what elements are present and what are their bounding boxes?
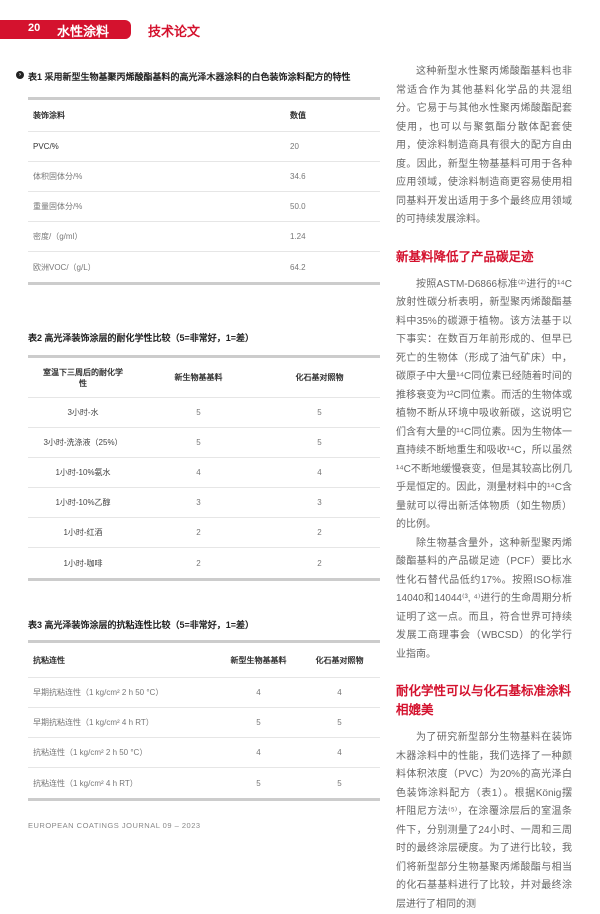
footer-journal: EUROPEAN COATINGS JOURNAL 09 – 2023 [28, 821, 201, 830]
table-header: 室温下三周后的耐化学性 新生物基基料 化石基对照物 [28, 358, 380, 398]
cell: 5 [196, 408, 201, 417]
cell: PVC/% [33, 142, 59, 151]
cell: 50.0 [290, 202, 306, 211]
table-row: 密度/（g/ml） 1.24 [28, 222, 380, 252]
table1: 装饰涂料 数值 PVC/% 20 体积固体分/% 34.6 重量固体分/% 50.0 密… [28, 97, 380, 285]
table-header: 装饰涂料 数值 [28, 100, 380, 132]
table-row: 1小时-红酒 2 2 [28, 518, 380, 548]
section-heading-2: 耐化学性可以与化石基标准涂料相媲美 [396, 684, 572, 717]
cell: 1.24 [290, 232, 306, 241]
cell: 1小时-咖啡 [63, 558, 103, 568]
table-row: 抗粘连性（1 kg/cm² 2 h 50 °C） 4 4 [28, 738, 380, 768]
page-number: 20 [28, 22, 41, 34]
cell: 5 [337, 718, 342, 727]
cell: 64.2 [290, 262, 306, 272]
table-row: 1小时-10%氨水 4 4 [28, 458, 380, 488]
header-cell: 抗粘连性 [33, 655, 65, 665]
category-title: 技术论文 [148, 24, 201, 39]
paragraph: 按照ASTM-D6866标准⁽²⁾进行的¹⁴C放射性碳分析表明，新型聚丙烯酸酯基… [396, 278, 572, 531]
table1-caption: › 表1 采用新型生物基聚丙烯酸酯基料的高光泽木器涂料的白色装饰涂料配方的特性 [16, 70, 380, 83]
header-cell: 新型生物基基料 [230, 655, 287, 665]
cell: 4 [196, 468, 201, 477]
cell: 2 [317, 528, 322, 537]
cell: 早期抗粘连性（1 kg/cm² 4 h RT） [33, 718, 154, 727]
cell: 5 [256, 718, 261, 727]
arrow-bullet-icon: › [16, 71, 24, 79]
table-row: 重量固体分/% 50.0 [28, 192, 380, 222]
cell: 抗粘连性（1 kg/cm² 4 h RT） [33, 778, 138, 788]
table-row: 3小时-水 5 5 [28, 398, 380, 428]
section-title: 水性涂料 [57, 24, 110, 39]
header-cell: 数值 [290, 111, 306, 120]
cell: 重量固体分/% [33, 202, 83, 211]
cell: 4 [337, 688, 342, 697]
cell: 5 [317, 408, 322, 417]
cell: 5 [317, 438, 322, 447]
cell: 3小时-洗涤液（25%） [43, 438, 123, 447]
cell: 5 [196, 438, 201, 447]
header-cell: 室温下三周后的耐化学性 [43, 367, 123, 388]
cell: 欧洲VOC/（g/L） [33, 262, 96, 272]
paragraph: 除生物基含量外，这种新型聚丙烯酸酯基料的产品碳足迹（PCF）要比水性化石替代品低… [396, 537, 572, 660]
header-cell: 新生物基基料 [174, 373, 223, 382]
table-row: 抗粘连性（1 kg/cm² 4 h RT） 5 5 [28, 768, 380, 798]
table-row: 3小时-洗涤液（25%） 5 5 [28, 428, 380, 458]
header-cell: 化石基对照物 [295, 373, 344, 382]
table-row: PVC/% 20 [28, 132, 380, 162]
cell: 3 [317, 498, 322, 507]
table2-caption: 表2 高光泽装饰涂层的耐化学性比较（5=非常好，1=差） [28, 333, 255, 343]
cell: 3 [196, 498, 201, 507]
cell: 5 [337, 778, 342, 788]
cell: 1小时-红酒 [63, 528, 103, 537]
cell: 1小时-10%氨水 [55, 468, 111, 477]
article-column: 这种新型水性聚丙烯酸酯基料也非常适合作为其他基料化学品的共混组分。它易于与其他水… [396, 63, 572, 914]
cell: 抗粘连性（1 kg/cm² 2 h 50 °C） [33, 748, 148, 757]
paragraph: 为了研究新型部分生物基料在装饰木器涂料中的性能，我们选择了一种颜料体积浓度（PV… [396, 732, 572, 910]
table-row: 早期抗粘连性（1 kg/cm² 4 h RT） 5 5 [28, 708, 380, 738]
cell: 4 [337, 748, 342, 757]
cell: 1小时-10%乙醇 [55, 498, 111, 507]
cell: 4 [256, 748, 261, 757]
cell: 2 [196, 558, 201, 568]
table-row: 1小时-咖啡 2 2 [28, 548, 380, 578]
cell: 2 [196, 528, 201, 537]
section-heading-1: 新基料降低了产品碳足迹 [396, 249, 534, 264]
cell: 5 [256, 778, 261, 788]
cell: 20 [290, 142, 299, 151]
table3: 抗粘连性 新型生物基基料 化石基对照物 早期抗粘连性（1 kg/cm² 2 h 50… [28, 640, 380, 801]
table2: 室温下三周后的耐化学性 新生物基基料 化石基对照物 3小时-水 5 5 3小时-洗涤液（… [28, 355, 380, 581]
table-row: 体积固体分/% 34.6 [28, 162, 380, 192]
cell: 34.6 [290, 172, 306, 181]
table-row: 早期抗粘连性（1 kg/cm² 2 h 50 °C） 4 4 [28, 678, 380, 708]
header-bar [0, 20, 131, 39]
cell: 4 [317, 468, 322, 477]
cell: 早期抗粘连性（1 kg/cm² 2 h 50 °C） [33, 688, 164, 697]
cell: 密度/（g/ml） [33, 232, 83, 241]
table-row: 欧洲VOC/（g/L） 64.2 [28, 252, 380, 282]
table1-caption-text: 表1 采用新型生物基聚丙烯酸酯基料的高光泽木器涂料的白色装饰涂料配方的特性 [28, 72, 351, 82]
cell: 2 [317, 558, 322, 568]
paragraph: 这种新型水性聚丙烯酸酯基料也非常适合作为其他基料化学品的共混组分。它易于与其他水… [396, 66, 572, 225]
table-header: 抗粘连性 新型生物基基料 化石基对照物 [28, 643, 380, 678]
header-cell: 装饰涂料 [33, 111, 65, 120]
table-row: 1小时-10%乙醇 3 3 [28, 488, 380, 518]
header-cell: 化石基对照物 [315, 655, 364, 665]
table3-caption: 表3 高光泽装饰涂层的抗粘连性比较（5=非常好，1=差） [28, 620, 255, 630]
cell: 4 [256, 688, 261, 697]
cell: 体积固体分/% [33, 172, 83, 181]
cell: 3小时-水 [67, 408, 99, 417]
